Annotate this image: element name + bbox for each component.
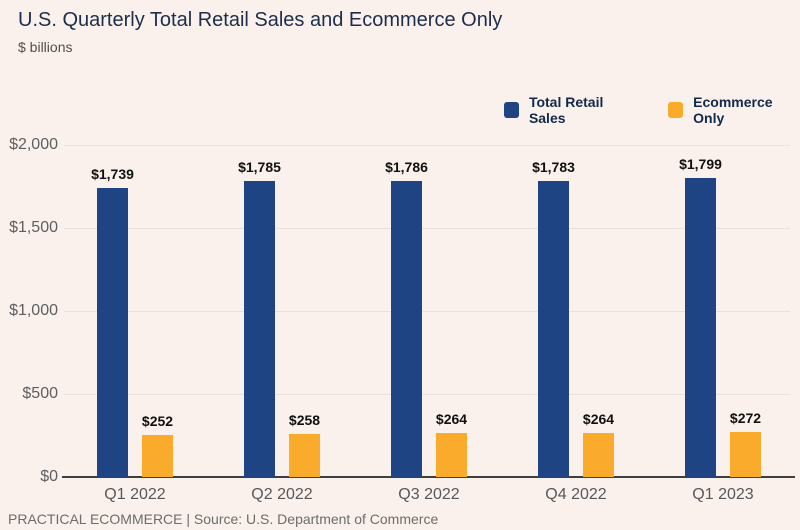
legend-item-total-retail-sales: Total Retail Sales bbox=[504, 94, 636, 126]
x-tick-label-q1-2022: Q1 2022 bbox=[104, 486, 166, 503]
x-tick-label-q3-2022: Q3 2022 bbox=[398, 486, 460, 503]
total-retail-sales-swatch-icon bbox=[504, 102, 519, 118]
bar-value-label: $1,739 bbox=[91, 166, 134, 183]
gridline-1000 bbox=[64, 311, 790, 312]
y-tick-label: $1,500 bbox=[9, 219, 58, 236]
bar-value-label: $1,799 bbox=[679, 156, 722, 173]
y-tick-label: $2,000 bbox=[9, 136, 58, 153]
bar-value-label: $264 bbox=[582, 411, 615, 428]
x-tick-label-q4-2022: Q4 2022 bbox=[545, 486, 607, 503]
bar-value-label: $272 bbox=[729, 409, 762, 426]
gridline-500 bbox=[64, 394, 790, 395]
bar-ecommerce-only-q4-2022 bbox=[583, 433, 614, 477]
bar-value-label: $1,783 bbox=[532, 159, 575, 176]
bar-total-retail-sales-q3-2022 bbox=[391, 180, 422, 477]
bar-total-retail-sales-q1-2022 bbox=[97, 188, 128, 477]
bar-ecommerce-only-q1-2023 bbox=[730, 431, 761, 477]
y-tick-label: $0 bbox=[40, 468, 58, 485]
x-tick-label-q1-2023: Q1 2023 bbox=[692, 486, 754, 503]
chart-subtitle: $ billions bbox=[18, 39, 73, 55]
x-axis-line bbox=[62, 476, 795, 478]
bar-ecommerce-only-q2-2022 bbox=[289, 434, 320, 477]
bar-total-retail-sales-q2-2022 bbox=[244, 180, 275, 477]
bar-value-label: $252 bbox=[141, 413, 174, 430]
y-tick-label: $500 bbox=[22, 385, 58, 402]
legend-label-total-retail-sales: Total Retail Sales bbox=[528, 94, 604, 126]
gridline-1500 bbox=[64, 228, 790, 229]
ecommerce-only-swatch-icon bbox=[668, 102, 684, 118]
legend-label-ecommerce-only: Ecommerce Only bbox=[693, 94, 773, 126]
bar-value-label: $1,786 bbox=[385, 158, 428, 175]
gridline-2000 bbox=[64, 145, 790, 146]
bar-total-retail-sales-q4-2022 bbox=[538, 181, 569, 477]
bar-total-retail-sales-q1-2023 bbox=[685, 178, 716, 477]
legend: Total Retail Sales Ecommerce Only bbox=[504, 94, 800, 126]
bar-value-label: $1,785 bbox=[238, 158, 281, 175]
source-attribution: PRACTICAL ECOMMERCE | Source: U.S. Depar… bbox=[8, 511, 439, 527]
bar-ecommerce-only-q1-2022 bbox=[142, 435, 173, 477]
bar-ecommerce-only-q3-2022 bbox=[436, 433, 467, 477]
legend-item-ecommerce-only: Ecommerce Only bbox=[668, 94, 800, 126]
bar-value-label: $264 bbox=[435, 411, 468, 428]
y-tick-label: $1,000 bbox=[9, 302, 58, 319]
x-tick-label-q2-2022: Q2 2022 bbox=[251, 486, 313, 503]
chart-title: U.S. Quarterly Total Retail Sales and Ec… bbox=[18, 9, 503, 31]
bar-value-label: $258 bbox=[288, 412, 321, 429]
